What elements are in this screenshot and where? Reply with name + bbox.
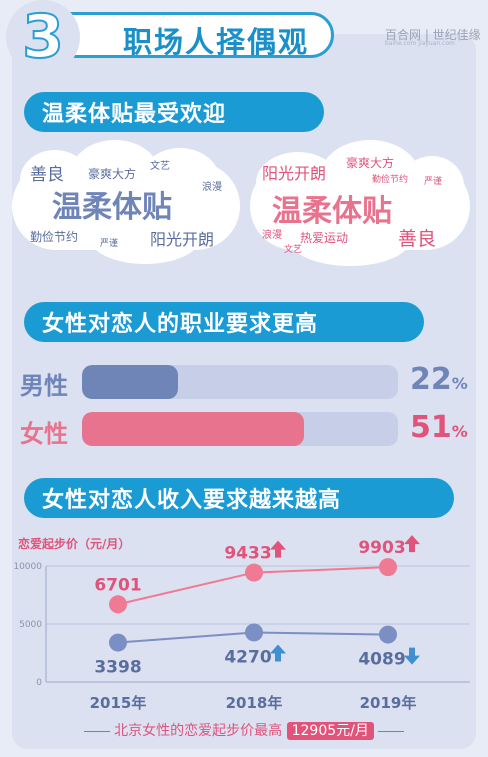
data-point bbox=[109, 595, 127, 614]
cloud-word: 文艺 bbox=[284, 245, 303, 255]
bar-label-male: 男性 bbox=[20, 372, 68, 400]
cloud-word: 善良 bbox=[30, 165, 64, 185]
cloud-word: 文艺 bbox=[150, 161, 170, 172]
title-bar: 职场人择偶观 bbox=[28, 12, 334, 59]
cloud-word: 温柔体贴 bbox=[272, 194, 392, 229]
section3-heading: 女性对恋人收入要求越来越高 bbox=[24, 478, 454, 518]
bar-track-male bbox=[82, 365, 398, 399]
cloud-word: 勤俭节约 bbox=[30, 230, 79, 244]
cloud-word: 勤俭节约 bbox=[372, 175, 409, 185]
data-label: 9433 bbox=[224, 544, 271, 564]
data-label: 3398 bbox=[94, 658, 141, 678]
section-number: 3 bbox=[21, 2, 65, 72]
x-tick-label: 2019年 bbox=[360, 694, 417, 712]
brand-subtext: baihe.com jiayuan.com bbox=[385, 40, 455, 47]
cloud-word: 浪漫 bbox=[262, 230, 282, 241]
section2-heading: 女性对恋人的职业要求更高 bbox=[24, 302, 424, 342]
bar-track-female bbox=[82, 412, 398, 446]
cloud-word: 严谨 bbox=[424, 177, 443, 187]
data-point bbox=[379, 558, 397, 577]
cloud-word: 浪漫 bbox=[202, 182, 222, 193]
data-point bbox=[245, 623, 263, 642]
data-label: 4089 bbox=[358, 650, 405, 670]
page-title: 职场人择偶观 bbox=[123, 25, 310, 59]
data-label: 9903 bbox=[358, 538, 405, 558]
cloud-word: 温柔体贴 bbox=[52, 190, 172, 225]
data-label: 6701 bbox=[94, 575, 141, 595]
y-tick-label: 5000 bbox=[19, 620, 42, 630]
brand-logo: 百合网 | 世纪佳缘 bbox=[385, 28, 481, 42]
cloud-word: 阳光开朗 bbox=[150, 230, 215, 249]
data-point bbox=[379, 625, 397, 644]
bar-value-female: 51% bbox=[410, 410, 468, 445]
section1-heading: 温柔体贴最受欢迎 bbox=[24, 92, 324, 132]
bar-value-male: 22% bbox=[410, 362, 468, 397]
y-axis-label: 恋爱起步价（元/月） bbox=[18, 536, 130, 551]
x-tick-label: 2015年 bbox=[90, 694, 147, 712]
data-point bbox=[109, 633, 127, 652]
arrow-up-icon bbox=[270, 644, 286, 662]
x-tick-label: 2018年 bbox=[226, 694, 283, 712]
arrow-down-icon bbox=[404, 647, 420, 665]
cloud-word: 阳光开朗 bbox=[262, 164, 327, 183]
cloud-word: 严谨 bbox=[100, 239, 119, 249]
footer-highlight: 12905元/月 bbox=[286, 722, 374, 740]
cloud-word: 热爱运动 bbox=[300, 231, 349, 245]
bar-fill-male bbox=[82, 365, 178, 399]
y-tick-label: 10000 bbox=[13, 562, 42, 572]
y-tick-label: 0 bbox=[36, 678, 42, 688]
bar-label-female: 女性 bbox=[20, 420, 68, 448]
arrow-up-icon bbox=[270, 540, 286, 558]
cloud-word: 豪爽大方 bbox=[88, 167, 137, 181]
section-number-badge: 3 bbox=[6, 0, 80, 74]
income-line-chart: 恋爱起步价（元/月） 10000 5000 0 2015年 2018年 2019年 6701 9… bbox=[13, 535, 470, 712]
footer-note: 北京女性的恋爱起步价最高 12905元/月 bbox=[0, 720, 488, 740]
data-point bbox=[245, 563, 263, 582]
arrow-up-icon bbox=[404, 535, 420, 553]
data-label: 4270 bbox=[224, 647, 271, 667]
bar-fill-female bbox=[82, 412, 305, 446]
cloud-word: 善良 bbox=[398, 228, 437, 250]
cloud-word: 豪爽大方 bbox=[346, 156, 395, 170]
